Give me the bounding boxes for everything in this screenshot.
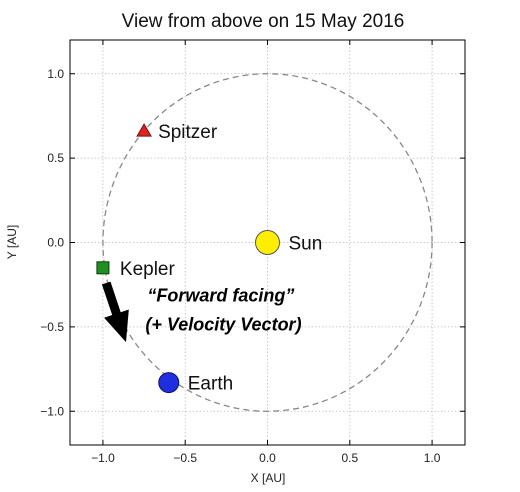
sun-marker [255,230,280,255]
earth-orbit [102,73,433,412]
annotation-line-2: (+ Velocity Vector) [145,315,301,335]
plot-frame [69,39,466,446]
y-tick-label: 0.0 [47,236,64,250]
earth-marker [158,372,180,394]
y-tick-label: −0.5 [40,320,64,334]
chart-title: View from above on 15 May 2016 [122,11,405,32]
earth-label: Earth [188,374,233,395]
plot-area: −1.0 −0.5 0.0 0.5 1.0 1.0 0.5 0.0 −0.5 −1.0 Sun Spi… [40,39,466,465]
x-tick-label: 1.0 [424,451,441,465]
kepler-label: Kepler [120,259,176,280]
x-tick-label: 0.0 [259,451,276,465]
y-tick-label: 1.0 [47,67,64,81]
annotation-line-1: “Forward facing” [147,286,294,306]
y-tick-label: −1.0 [40,404,64,418]
x-tick-label: −1.0 [91,451,115,465]
x-tick-label: −0.5 [173,451,197,465]
kepler-marker [96,261,110,275]
y-tick-label: 0.5 [47,151,64,165]
velocity-arrow [101,281,129,343]
y-axis-label: Y [AU] [5,225,19,259]
spitzer-marker [136,123,152,137]
spitzer-label: Spitzer [158,122,218,143]
sun-label: Sun [289,234,323,255]
x-tick-label: 0.5 [341,451,358,465]
x-axis-label: X [AU] [251,471,286,485]
